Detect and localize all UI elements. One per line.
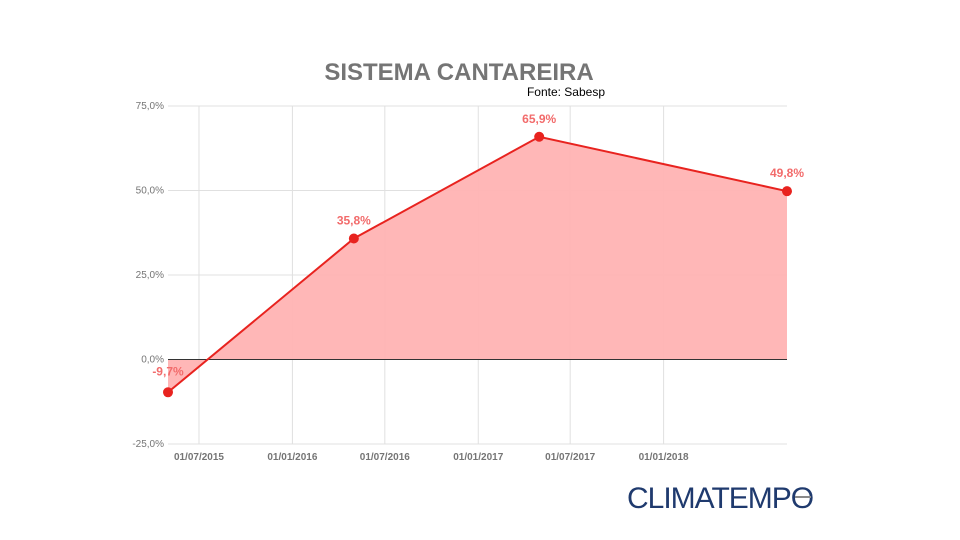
data-label: 35,8% bbox=[337, 213, 371, 227]
y-tick-label: 50,0% bbox=[136, 186, 164, 197]
y-tick-label: -25,0% bbox=[132, 439, 164, 450]
x-tick-label: 01/01/2018 bbox=[639, 452, 689, 463]
y-tick-label: 0,0% bbox=[141, 355, 164, 366]
data-label: 49,8% bbox=[770, 166, 804, 180]
series-area bbox=[168, 136, 787, 393]
x-tick-label: 01/07/2016 bbox=[360, 452, 410, 463]
data-point bbox=[782, 186, 792, 197]
climatempo-logo: CLIMATEMPO bbox=[627, 482, 814, 515]
y-axis: 75,0% 50,0% 25,0% 0,0% -25,0% bbox=[132, 101, 164, 450]
y-tick-label: 25,0% bbox=[136, 270, 164, 281]
x-tick-label: 01/01/2016 bbox=[267, 452, 317, 463]
chart-source: Fonte: Sabesp bbox=[527, 85, 605, 99]
data-label: 65,9% bbox=[522, 112, 556, 126]
data-label: -9,7% bbox=[152, 365, 184, 379]
x-tick-label: 01/07/2015 bbox=[174, 452, 224, 463]
x-tick-label: 01/01/2017 bbox=[453, 452, 503, 463]
data-point bbox=[163, 387, 173, 398]
series-line bbox=[167, 135, 788, 394]
x-axis: 01/07/2015 01/01/2016 01/07/2016 01/01/2017… bbox=[174, 452, 689, 463]
chart-title: SISTEMA CANTAREIRA bbox=[324, 59, 593, 86]
plot-area: -9,7% 35,8% 65,9% 49,8% bbox=[152, 112, 804, 398]
logo-text: CLIMATEMPO bbox=[627, 482, 813, 515]
data-point bbox=[348, 233, 359, 244]
x-tick-label: 01/07/2017 bbox=[545, 452, 595, 463]
y-tick-label: 75,0% bbox=[136, 101, 164, 112]
data-point bbox=[534, 131, 545, 142]
